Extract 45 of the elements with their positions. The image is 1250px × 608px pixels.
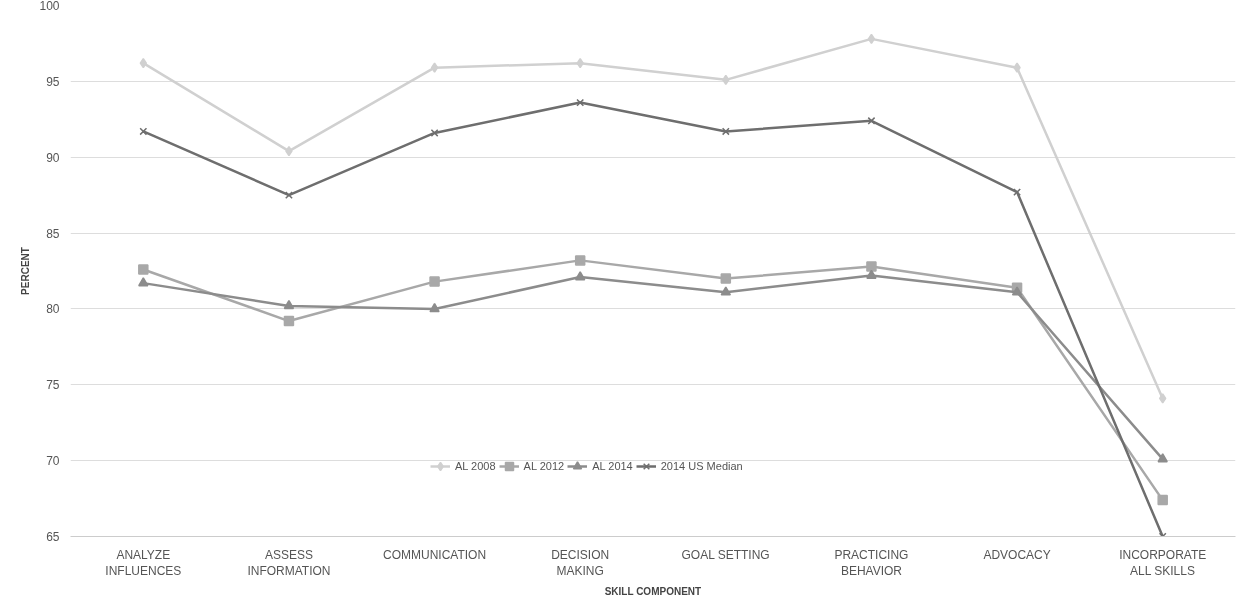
x-tick-label: DECISION MAKING xyxy=(551,547,610,579)
point xyxy=(1011,286,1023,296)
legend-label: 2014 US Median xyxy=(660,460,743,472)
y-tick-label: 85 xyxy=(46,226,60,241)
point xyxy=(866,261,877,272)
point xyxy=(429,276,440,287)
y-tick-label: 70 xyxy=(46,454,60,469)
point xyxy=(138,264,149,275)
point xyxy=(720,286,732,296)
x-tick-label: ANALYZE INFLUENCES xyxy=(105,547,182,579)
x-tick-label: COMMUNICATION xyxy=(383,547,487,562)
x-tick-label: PRACTICING BEHAVIOR xyxy=(834,547,909,579)
y-tick-label: 100 xyxy=(39,0,60,13)
point xyxy=(283,315,295,327)
point xyxy=(1158,393,1167,404)
x-tick-label: ASSESS INFORMATION xyxy=(247,547,331,579)
legend-label: AL 2012 xyxy=(523,460,565,472)
y-axis-title: PERCENT xyxy=(20,247,32,295)
y-tick-label: 95 xyxy=(46,74,60,89)
point xyxy=(285,191,293,200)
point xyxy=(429,302,440,313)
x-axis-title: SKILL COMPONENT xyxy=(604,586,702,598)
point xyxy=(1157,494,1168,506)
point xyxy=(866,269,877,279)
y-tick-label: 65 xyxy=(46,530,60,544)
point xyxy=(430,129,439,137)
x-tick-label: INCORPORATE ALL SKILLS xyxy=(1119,547,1207,579)
point xyxy=(1013,188,1021,197)
legend-label: AL 2008 xyxy=(455,460,496,472)
point xyxy=(1157,453,1168,463)
y-tick-label: 90 xyxy=(46,150,60,165)
point xyxy=(138,277,149,287)
point xyxy=(139,57,148,69)
point xyxy=(867,33,876,45)
point xyxy=(574,271,586,281)
x-tick-label: ADVOCACY xyxy=(983,547,1051,562)
x-tick-label: GOAL SETTING xyxy=(681,547,770,562)
point xyxy=(283,299,295,310)
y-tick-label: 75 xyxy=(46,378,60,393)
y-tick-label: 80 xyxy=(46,302,60,317)
point xyxy=(1013,62,1021,73)
legend-label: AL 2014 xyxy=(592,460,633,472)
point xyxy=(720,273,732,284)
point xyxy=(574,255,586,266)
point xyxy=(430,62,439,73)
